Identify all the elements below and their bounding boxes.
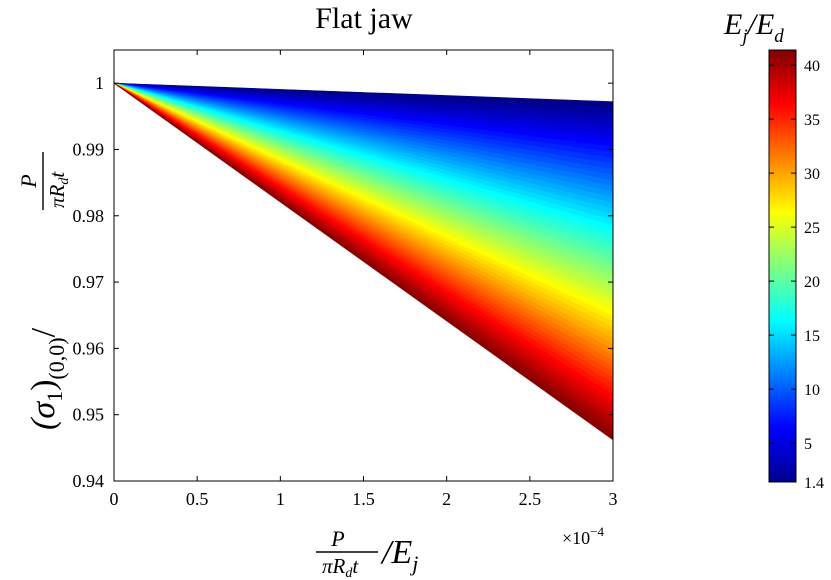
plot-area <box>113 82 614 441</box>
x-tick-label: 3 <box>609 489 618 509</box>
x-tick-label: 0 <box>110 489 119 509</box>
y-tick-label: 0.97 <box>73 272 105 292</box>
x-tick-label: 1 <box>276 489 285 509</box>
colorbar-tick-label: 30 <box>804 166 820 183</box>
y-axis: 0.94 0.95 0.96 0.97 0.98 0.99 1 <box>73 73 613 491</box>
y-label-denominator: πRdt <box>45 171 72 208</box>
colorbar-tick-label: 35 <box>804 112 820 129</box>
colorbar-tick-label: 15 <box>804 328 820 345</box>
x-tick-label: 2 <box>442 489 451 509</box>
colorbar-tick-label: 10 <box>804 382 820 399</box>
x-label-tail: /Ej <box>380 534 418 576</box>
x-label-numerator: P <box>330 526 344 551</box>
colorbar-tick-label: 1.4 <box>804 475 824 492</box>
y-tick-label: 0.98 <box>73 206 105 226</box>
x-axis-multiplier: ×10−4 <box>562 524 604 548</box>
chart-title: Flat jaw <box>315 2 413 35</box>
colorbar-tick-label: 25 <box>804 220 820 237</box>
x-axis: 0 0.5 1 1.5 2 2.5 3 <box>110 50 618 509</box>
y-label-lead: (σ1)(0,0)/ <box>25 327 69 430</box>
y-tick-label: 0.95 <box>73 405 105 425</box>
x-tick-label: 1.5 <box>352 489 375 509</box>
x-tick-label: 0.5 <box>186 489 209 509</box>
colorbar-tick-label: 40 <box>804 58 820 75</box>
y-tick-label: 0.96 <box>73 338 105 358</box>
y-axis-label: (σ1)(0,0)/ P πRdt <box>16 152 72 430</box>
colorbar <box>768 49 797 483</box>
x-tick-label: 2.5 <box>519 489 542 509</box>
x-axis-label: P πRdt /Ej <box>316 526 418 580</box>
y-label-numerator: P <box>16 174 41 188</box>
y-tick-label: 0.99 <box>73 139 105 159</box>
y-tick-label: 1 <box>95 73 104 93</box>
y-tick-label: 0.94 <box>73 471 105 491</box>
colorbar-label: Ej/Ed <box>723 8 784 47</box>
colorbar-ticks: 1.4 5 10 15 20 25 30 35 40 <box>769 58 824 492</box>
x-label-denominator: πRdt <box>322 554 359 580</box>
colorbar-tick-label: 20 <box>804 274 820 291</box>
colorbar-tick-label: 5 <box>804 436 812 453</box>
